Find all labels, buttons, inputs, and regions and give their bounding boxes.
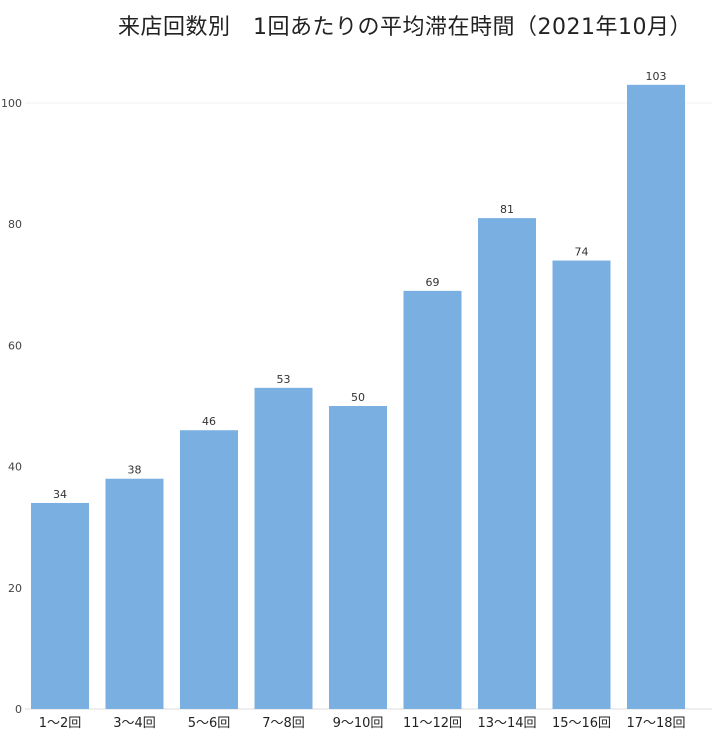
bar — [180, 430, 238, 709]
y-tick-label: 100 — [1, 97, 22, 110]
chart-title: 来店回数別 1回あたりの平均滞在時間（2021年10月） — [118, 15, 692, 40]
bar-value-label: 74 — [575, 246, 589, 259]
x-category-label: 9〜10回 — [333, 716, 384, 729]
y-tick-label: 40 — [8, 461, 22, 474]
bar — [403, 290, 462, 709]
y-tick-label: 80 — [8, 218, 22, 231]
bar-value-label: 50 — [351, 391, 365, 404]
x-category-label: 1〜2回 — [39, 716, 82, 729]
y-tick-label: 60 — [8, 339, 22, 352]
bar — [105, 478, 164, 709]
bar-value-label: 46 — [202, 415, 216, 428]
x-category-label: 3〜4回 — [113, 716, 156, 729]
bar — [31, 502, 89, 709]
y-tick-label: 0 — [15, 703, 22, 716]
x-category-label: 7〜8回 — [262, 716, 305, 729]
bar — [552, 260, 611, 709]
x-category-label: 15〜16回 — [552, 716, 611, 729]
y-tick-label: 20 — [8, 582, 22, 595]
bar-value-label: 103 — [646, 70, 667, 83]
bar — [329, 406, 387, 709]
bar — [627, 84, 685, 709]
x-category-label: 17〜18回 — [626, 716, 685, 729]
bar-value-label: 34 — [53, 488, 67, 501]
bar-value-label: 69 — [426, 276, 440, 289]
x-category-label: 13〜14回 — [477, 716, 536, 729]
bar-value-label: 81 — [500, 203, 514, 216]
bar — [254, 387, 313, 709]
bar — [478, 218, 536, 709]
x-category-label: 5〜6回 — [188, 716, 231, 729]
bar-value-label: 38 — [128, 464, 142, 477]
x-category-label: 11〜12回 — [403, 716, 462, 729]
bar-value-label: 53 — [277, 373, 291, 386]
